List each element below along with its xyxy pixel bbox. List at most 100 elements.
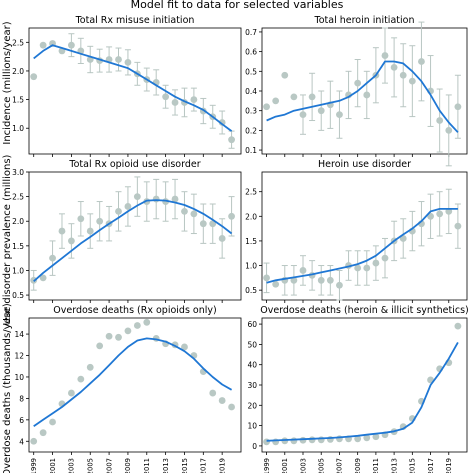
data-point [77, 375, 85, 383]
y-tick-label: 0.1 [245, 146, 257, 155]
data-point [418, 58, 425, 65]
y-tick-label: 1.5 [12, 96, 24, 105]
axes-frame [261, 171, 468, 301]
x-tick-label: 1999 [30, 458, 38, 473]
x-tick-label: 2017 [200, 458, 208, 473]
data-point [49, 418, 56, 426]
y-tick-label: 3.0 [12, 168, 24, 177]
data-point [124, 58, 132, 66]
y-tick-label: 4 [19, 437, 24, 446]
data-point [372, 259, 380, 267]
y-tick-label: 2.0 [12, 217, 24, 226]
data-point [263, 103, 270, 111]
data-point [363, 434, 371, 442]
x-tick-label: 2009 [124, 458, 132, 473]
panel-3: Total Rx opioid use disorder 0.5 1.0 1.5 2.0… [12, 159, 242, 303]
axes-frame [261, 317, 468, 453]
data-point [290, 93, 298, 101]
data-point [86, 227, 94, 235]
x-tick-label: 2001 [281, 458, 289, 473]
data-point [381, 52, 389, 59]
data-point [171, 99, 179, 106]
fit-line [33, 337, 233, 428]
data-point [290, 276, 298, 284]
data-point [190, 210, 198, 218]
y-tick-label: 10 [14, 373, 24, 382]
y-tick-label: 50 [247, 340, 257, 349]
x-tick-label: 2001 [49, 458, 57, 473]
data-point [454, 222, 462, 230]
x-tick-label: 2003 [299, 458, 307, 473]
data-point [308, 93, 316, 101]
y-tick-label: 0.6 [245, 48, 257, 57]
data-point [454, 322, 462, 330]
y-tick-label: 1.0 [12, 266, 24, 275]
data-point [162, 93, 170, 101]
row2-ylabel: Use disorder prevalence (millions) [2, 154, 13, 325]
y-tick-label: 2.5 [245, 188, 257, 197]
y-tick-label: 20 [247, 401, 257, 410]
y-tick-label: 0.5 [12, 291, 24, 300]
data-point [181, 207, 188, 215]
panel-title: Total Rx misuse initiation [75, 15, 195, 26]
x-tick-label: 2019 [445, 458, 453, 473]
data-point [354, 79, 362, 87]
panel-2: Total heroin initiation 0.1 0.2 0.3 0.4 0.5 0.… [245, 15, 468, 167]
data-point [299, 436, 307, 444]
data-point [290, 437, 298, 445]
data-point [228, 212, 235, 220]
panel-title: Heroin use disorder [318, 159, 411, 170]
data-point [190, 96, 198, 103]
data-point [408, 77, 416, 85]
x-tick-label: 2005 [87, 458, 95, 473]
data-point [336, 281, 343, 289]
x-tick-label: 2007 [336, 458, 344, 473]
x-tick-label: 2003 [68, 458, 76, 473]
data-point [30, 73, 38, 81]
data-point [199, 220, 207, 228]
data-point [263, 274, 270, 282]
panel-1: Total Rx misuse initiation 1.0 1.5 2.0 2.5 [12, 15, 242, 157]
fit-line [33, 199, 233, 282]
row3-ylabel: Overdose deaths (thousands/year) [2, 303, 13, 473]
data-point [105, 332, 113, 340]
data-point [218, 397, 226, 404]
x-tick-label: 2013 [390, 458, 398, 473]
data-point [372, 433, 380, 441]
data-point [96, 217, 104, 225]
data-point [68, 389, 75, 397]
data-point [58, 227, 66, 235]
x-tick-label: 2011 [143, 458, 151, 473]
data-point [336, 111, 343, 119]
data-point [363, 264, 371, 272]
y-tick-label: 30 [247, 381, 257, 390]
data-point [317, 276, 325, 284]
data-point [124, 203, 132, 210]
y-tick-label: 0 [252, 442, 257, 451]
y-tick-label: 2.5 [12, 38, 24, 47]
data-point [326, 276, 334, 284]
fit-line [266, 60, 459, 133]
data-point [381, 254, 389, 262]
data-point [390, 63, 398, 71]
data-point [272, 97, 280, 105]
y-tick-label: 1.0 [245, 262, 257, 271]
x-tick-label: 2019 [218, 458, 226, 473]
data-point [299, 267, 307, 274]
data-point [39, 41, 47, 49]
data-point [363, 91, 371, 99]
data-point [171, 195, 179, 203]
x-tick-label: 1999 [263, 458, 271, 473]
data-point [133, 322, 141, 329]
y-tick-label: 2.0 [12, 67, 24, 76]
data-point [218, 119, 226, 126]
x-tick-label: 2005 [318, 458, 326, 473]
y-tick-label: 40 [247, 361, 257, 370]
data-point [68, 41, 75, 49]
data-point [181, 343, 188, 351]
data-point [49, 254, 56, 262]
fit-line [266, 341, 459, 442]
x-tick-label: 2007 [105, 458, 113, 473]
panel-title: Total Rx opioid use disorder [68, 159, 200, 170]
